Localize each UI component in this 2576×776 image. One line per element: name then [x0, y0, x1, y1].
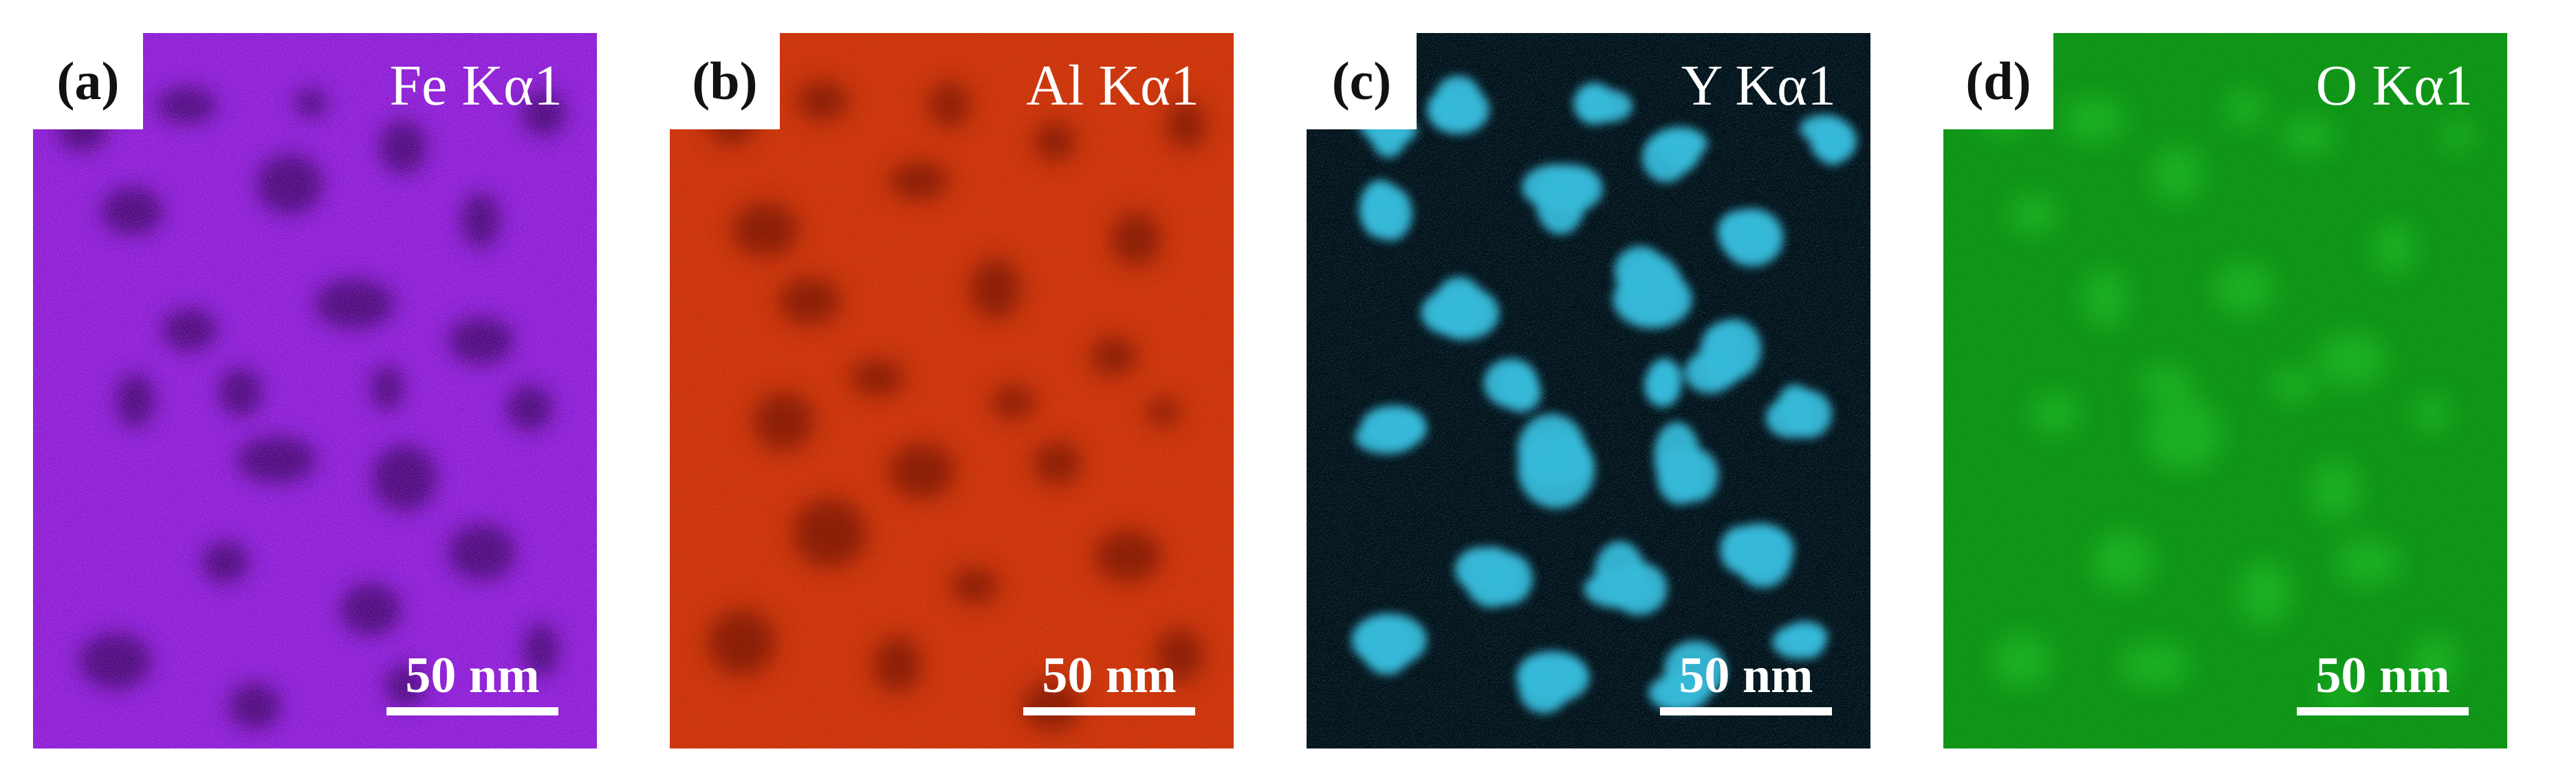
panel-b-scale-line: [1023, 707, 1195, 715]
panel-b-scale-text: 50 nm: [1042, 647, 1177, 704]
panel-c-scale-text: 50 nm: [1679, 647, 1813, 704]
panel-a-label: (a): [33, 33, 143, 129]
panel-a-scale-bar: 50 nm: [386, 648, 558, 715]
fe-elemental-map-image: [33, 33, 597, 748]
panel-c-scale-bar: 50 nm: [1660, 648, 1832, 715]
fe-element-label: Fe Kα1: [389, 54, 563, 118]
panel-c-scale-line: [1660, 707, 1832, 715]
panel-a-scale-text: 50 nm: [405, 647, 540, 704]
panel-b-al-map: (b) Al Kα1 50 nm: [670, 33, 1234, 748]
o-element-label: O Kα1: [2315, 54, 2473, 118]
y-element-label: Y Kα1: [1681, 54, 1836, 118]
panel-d-scale-line: [2297, 707, 2469, 715]
panel-d-o-map: (d) O Kα1 50 nm: [1943, 33, 2507, 748]
panel-d-scale-bar: 50 nm: [2297, 648, 2469, 715]
panel-c-y-map: (c) Y Kα1 50 nm: [1307, 33, 1870, 748]
panel-b-label: (b): [670, 33, 780, 129]
al-element-label: Al Kα1: [1026, 54, 1199, 118]
panel-c-label: (c): [1307, 33, 1417, 129]
y-elemental-map-image: [1307, 33, 1870, 748]
panel-d-label: (d): [1943, 33, 2053, 129]
panel-b-scale-bar: 50 nm: [1023, 648, 1195, 715]
o-elemental-map-image: [1943, 33, 2507, 748]
panel-d-scale-text: 50 nm: [2315, 647, 2450, 704]
al-elemental-map-image: [670, 33, 1234, 748]
panel-a-fe-map: (a) Fe Kα1 50 nm: [33, 33, 597, 748]
panel-a-scale-line: [386, 707, 558, 715]
